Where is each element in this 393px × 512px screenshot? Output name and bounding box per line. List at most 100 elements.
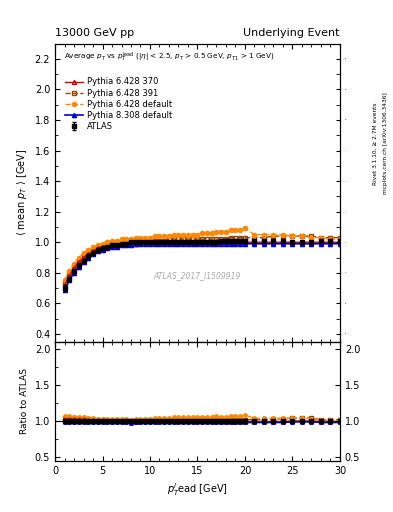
- Pythia 6.428 370: [190, 239, 195, 245]
- Pythia 6.428 370: [152, 239, 157, 245]
- Pythia 8.308 default: [148, 241, 152, 247]
- Pythia 6.428 default: [76, 254, 81, 261]
- Pythia 6.428 391: [162, 238, 167, 244]
- Pythia 8.308 default: [76, 264, 81, 270]
- Pythia 6.428 391: [238, 234, 242, 241]
- Pythia 6.428 370: [181, 239, 185, 245]
- Pythia 6.428 391: [338, 234, 342, 241]
- Pythia 6.428 391: [319, 234, 323, 241]
- Pythia 6.428 391: [309, 233, 314, 239]
- Pythia 6.428 default: [119, 236, 124, 242]
- Pythia 6.428 370: [76, 259, 81, 265]
- Pythia 8.308 default: [224, 241, 228, 247]
- Pythia 6.428 391: [252, 234, 257, 241]
- Pythia 6.428 default: [219, 228, 224, 234]
- Pythia 6.428 391: [176, 236, 181, 242]
- Pythia 6.428 391: [81, 253, 86, 259]
- Line: Pythia 6.428 default: Pythia 6.428 default: [62, 226, 342, 283]
- Pythia 6.428 default: [190, 231, 195, 238]
- Pythia 6.428 370: [299, 239, 304, 245]
- Pythia 8.308 default: [290, 241, 295, 247]
- Pythia 6.428 391: [200, 236, 205, 242]
- Pythia 6.428 391: [209, 236, 214, 242]
- Pythia 8.308 default: [271, 241, 276, 247]
- Pythia 6.428 default: [162, 233, 167, 239]
- Pythia 6.428 391: [95, 245, 100, 251]
- Text: Rivet 3.1.10, ≥ 2.7M events: Rivet 3.1.10, ≥ 2.7M events: [373, 102, 378, 185]
- Pythia 6.428 default: [133, 234, 138, 241]
- Pythia 6.428 391: [190, 236, 195, 242]
- Pythia 8.308 default: [105, 245, 110, 251]
- Pythia 6.428 391: [157, 238, 162, 244]
- Pythia 6.428 370: [91, 248, 95, 254]
- Pythia 8.308 default: [281, 241, 285, 247]
- Pythia 6.428 default: [209, 230, 214, 236]
- Pythia 6.428 391: [233, 234, 238, 241]
- Pythia 6.428 370: [105, 244, 110, 250]
- Pythia 6.428 370: [252, 239, 257, 245]
- Pythia 8.308 default: [233, 241, 238, 247]
- Pythia 6.428 391: [76, 258, 81, 264]
- Pythia 6.428 370: [209, 239, 214, 245]
- Pythia 6.428 370: [214, 239, 219, 245]
- Pythia 6.428 370: [62, 282, 67, 288]
- Pythia 6.428 391: [133, 239, 138, 245]
- Pythia 6.428 default: [185, 231, 190, 238]
- Pythia 8.308 default: [338, 241, 342, 247]
- Pythia 6.428 391: [138, 239, 143, 245]
- Pythia 6.428 370: [219, 239, 224, 245]
- Pythia 8.308 default: [152, 241, 157, 247]
- Pythia 6.428 370: [110, 242, 114, 248]
- Pythia 8.308 default: [100, 247, 105, 253]
- Line: Pythia 6.428 391: Pythia 6.428 391: [62, 234, 342, 286]
- Pythia 8.308 default: [157, 241, 162, 247]
- Pythia 6.428 default: [67, 268, 72, 274]
- Pythia 6.428 370: [242, 239, 247, 245]
- Pythia 6.428 default: [238, 227, 242, 233]
- Pythia 6.428 default: [91, 244, 95, 250]
- Pythia 6.428 default: [171, 231, 176, 238]
- Pythia 6.428 default: [110, 238, 114, 244]
- Pythia 8.308 default: [81, 259, 86, 265]
- Pythia 6.428 370: [271, 239, 276, 245]
- Pythia 6.428 370: [119, 241, 124, 247]
- Pythia 8.308 default: [124, 242, 129, 248]
- Y-axis label: Ratio to ATLAS: Ratio to ATLAS: [20, 368, 29, 434]
- Pythia 6.428 391: [181, 236, 185, 242]
- Pythia 6.428 370: [67, 273, 72, 279]
- Pythia 8.308 default: [91, 251, 95, 258]
- Legend: Pythia 6.428 370, Pythia 6.428 391, Pythia 6.428 default, Pythia 8.308 default, : Pythia 6.428 370, Pythia 6.428 391, Pyth…: [65, 77, 173, 131]
- Pythia 8.308 default: [138, 241, 143, 247]
- Pythia 6.428 default: [271, 231, 276, 238]
- Pythia 6.428 default: [319, 234, 323, 241]
- Pythia 6.428 391: [185, 236, 190, 242]
- Pythia 6.428 default: [338, 236, 342, 242]
- Pythia 8.308 default: [309, 241, 314, 247]
- Pythia 8.308 default: [209, 241, 214, 247]
- X-axis label: $p_T^l{\rm ead}$ [GeV]: $p_T^l{\rm ead}$ [GeV]: [167, 481, 228, 498]
- Pythia 6.428 370: [171, 239, 176, 245]
- Pythia 6.428 default: [138, 234, 143, 241]
- Pythia 6.428 default: [214, 228, 219, 234]
- Pythia 6.428 391: [152, 238, 157, 244]
- Text: 13000 GeV pp: 13000 GeV pp: [55, 28, 134, 37]
- Pythia 6.428 default: [328, 236, 333, 242]
- Pythia 6.428 default: [309, 234, 314, 241]
- Pythia 6.428 391: [148, 238, 152, 244]
- Pythia 8.308 default: [171, 241, 176, 247]
- Pythia 6.428 370: [81, 254, 86, 261]
- Pythia 6.428 default: [290, 233, 295, 239]
- Pythia 6.428 default: [152, 233, 157, 239]
- Pythia 8.308 default: [67, 278, 72, 284]
- Pythia 8.308 default: [242, 241, 247, 247]
- Pythia 6.428 391: [72, 264, 76, 270]
- Pythia 8.308 default: [114, 244, 119, 250]
- Text: ATLAS_2017_I1509919: ATLAS_2017_I1509919: [154, 271, 241, 281]
- Pythia 6.428 370: [319, 239, 323, 245]
- Pythia 6.428 370: [233, 239, 238, 245]
- Pythia 6.428 default: [100, 241, 105, 247]
- Pythia 6.428 370: [95, 245, 100, 251]
- Pythia 8.308 default: [205, 241, 209, 247]
- Pythia 6.428 370: [238, 239, 242, 245]
- Pythia 8.308 default: [200, 241, 205, 247]
